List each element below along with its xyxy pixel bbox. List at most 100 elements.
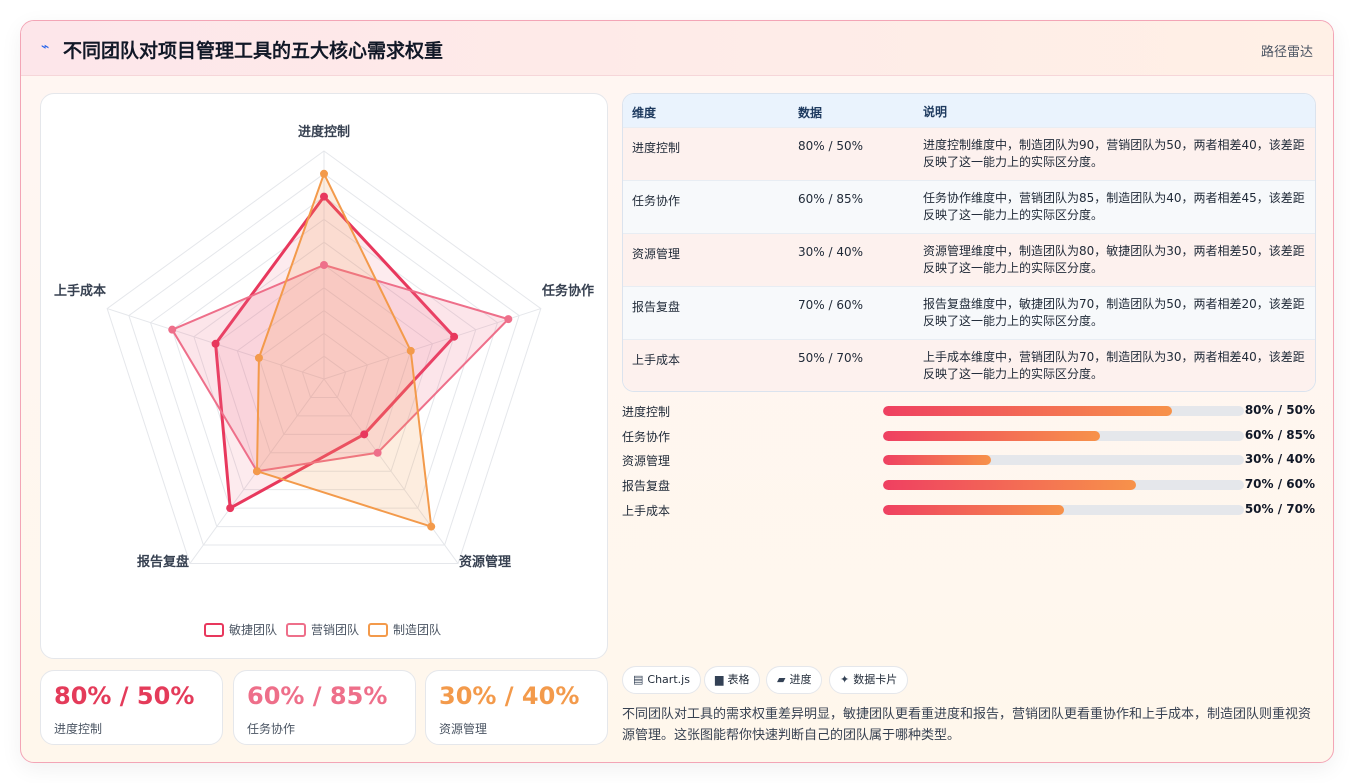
radar-grid-ring [258, 309, 390, 435]
progress-fill [883, 455, 992, 465]
cell-data: 50% / 70% [798, 351, 864, 365]
table-icon: ▆ [715, 673, 724, 686]
progress-track [883, 406, 1244, 416]
legend-label: 营销团队 [311, 622, 359, 637]
table-row: 任务协作 60% / 85% 任务协作维度中，营销团队为85，制造团队为40，两… [623, 180, 1315, 233]
cell-note: 报告复盘维度中，敏捷团队为70，制造团队为50，两者相差20，该差距反映了这一能… [923, 297, 1305, 328]
progress-track [883, 480, 1244, 490]
chart-icon: ▤ [633, 673, 644, 686]
radar-point [226, 504, 235, 513]
cell-dimension: 上手成本 [632, 353, 681, 367]
legend-label: 敏捷团队 [229, 622, 277, 637]
radar-point [373, 448, 382, 457]
cell-data: 80% / 50% [798, 139, 864, 153]
radar-point [504, 315, 513, 324]
kpi-value: 80% / 50% [54, 682, 195, 710]
radar-point [450, 332, 459, 341]
cell-dimension: 资源管理 [632, 247, 681, 261]
cell-note: 资源管理维度中，制造团队为80，敏捷团队为30，两者相差50，该差距反映了这一能… [923, 244, 1305, 275]
progress-track [883, 505, 1244, 515]
legend-swatch [204, 623, 224, 637]
progress-label: 报告复盘 [622, 479, 671, 493]
progress-fill [883, 480, 1136, 490]
kpi-card-collaboration: 60% / 85% 任务协作 [233, 670, 416, 745]
radar-grid-ring [171, 218, 477, 509]
kpi-label: 资源管理 [439, 722, 488, 736]
page-title: 不同团队对项目管理工具的五大核心需求权重 [63, 40, 444, 62]
radar-point [406, 346, 415, 355]
radar-grid-ring [106, 150, 542, 564]
column-header-note: 说明 [923, 105, 948, 119]
radar-series-area [255, 172, 433, 528]
kpi-label: 进度控制 [54, 722, 103, 736]
chip-table[interactable]: ▆ 表格 [704, 666, 761, 694]
radar-point [320, 261, 328, 269]
cell-dimension: 任务协作 [632, 194, 681, 208]
kpi-value: 60% / 85% [247, 682, 388, 710]
radar-grid-ring [236, 287, 412, 454]
legend-label: 制造团队 [393, 622, 441, 637]
chip-data-card[interactable]: ✦ 数据卡片 [829, 666, 909, 694]
radar-axis-label: 任务协作 [541, 283, 594, 299]
legend-swatch [368, 623, 388, 637]
progress-value: 50% / 70% [1244, 502, 1315, 516]
table-header-row: 维度 数据 说明 [623, 94, 1315, 127]
progress-label: 资源管理 [622, 454, 671, 468]
radar-grid-ring [301, 355, 347, 398]
cell-data: 60% / 85% [798, 192, 864, 206]
progress-value: 60% / 85% [1244, 428, 1315, 442]
data-table: 维度 数据 说明 进度控制 80% / 50% 进度控制维度中，制造团队为90，… [622, 93, 1316, 392]
radar-grid-ring [280, 332, 368, 417]
radar-series-area [171, 264, 510, 473]
column-header-data: 数据 [798, 106, 823, 120]
radar-point [168, 325, 177, 334]
progress-row: 资源管理 30% / 40% [622, 451, 1316, 469]
table-row: 资源管理 30% / 40% 资源管理维度中，制造团队为80，敏捷团队为30，两… [623, 233, 1315, 286]
column-header-dimension: 维度 [632, 106, 657, 120]
progress-value: 30% / 40% [1244, 452, 1315, 466]
radar-chart-panel: 进度控制任务协作资源管理 报告复盘 上手成本敏捷团队 营销团队 制造团队 [40, 93, 608, 659]
progress-track [883, 431, 1244, 441]
radar-point [211, 339, 220, 348]
chip-progress[interactable]: ▰ 进度 [766, 666, 823, 694]
progress-row: 任务协作 60% / 85% [622, 427, 1316, 445]
progress-label: 进度控制 [622, 405, 671, 419]
radar-point [254, 353, 263, 362]
radar-axis-label: 进度控制 [298, 124, 350, 140]
card-header: ⌁ 不同团队对项目管理工具的五大核心需求权重 路径雷达 [21, 21, 1333, 76]
chip-chartjs[interactable]: ▤ Chart.js [622, 666, 701, 694]
dashboard-card: ⌁ 不同团队对项目管理工具的五大核心需求权重 路径雷达 进度控制 任务协作 资源管理… [20, 20, 1334, 763]
spark-icon: ⌁ [41, 39, 50, 55]
radar-axis-label: 报告复盘 [137, 554, 189, 570]
radar-grid-ring [214, 264, 434, 472]
progress-label: 任务协作 [622, 430, 671, 444]
radar-point [320, 192, 328, 201]
radar-series-area [214, 195, 456, 510]
progress-label: 上手成本 [622, 504, 671, 518]
radar-axis-label: 资源管理 [459, 554, 511, 570]
kpi-value: 30% / 40% [439, 682, 580, 710]
cell-data: 70% / 60% [798, 298, 864, 312]
radar-axis-label: 上手成本 [54, 283, 106, 299]
progress-fill [883, 505, 1064, 515]
table-row: 上手成本 50% / 70% 上手成本维度中，营销团队为70，制造团队为30，两… [623, 339, 1315, 391]
progress-fill [883, 431, 1100, 441]
progress-row: 上手成本 50% / 70% [622, 501, 1316, 519]
cell-data: 30% / 40% [798, 245, 864, 259]
chip-label: Chart.js [647, 673, 690, 686]
progress-fill [883, 406, 1172, 416]
legend-swatch [286, 623, 306, 637]
cell-note: 任务协作维度中，营销团队为85，制造团队为40，两者相差45，该差距反映了这一能… [923, 191, 1305, 222]
progress-track [883, 455, 1244, 465]
radar-grid-ring [149, 195, 499, 528]
progress-row: 进度控制 80% / 50% [622, 402, 1316, 420]
table-row: 进度控制 80% / 50% 进度控制维度中，制造团队为90，营销团队为50，两… [623, 127, 1315, 180]
progress-icon: ▰ [777, 673, 786, 686]
radar-point [252, 467, 261, 476]
card-icon: ✦ [840, 673, 850, 686]
chip-label: 进度 [789, 673, 812, 686]
progress-row: 报告复盘 70% / 60% [622, 476, 1316, 494]
chip-label: 数据卡片 [853, 673, 898, 686]
cell-note: 进度控制维度中，制造团队为90，营销团队为50，两者相差40，该差距反映了这一能… [923, 138, 1305, 169]
